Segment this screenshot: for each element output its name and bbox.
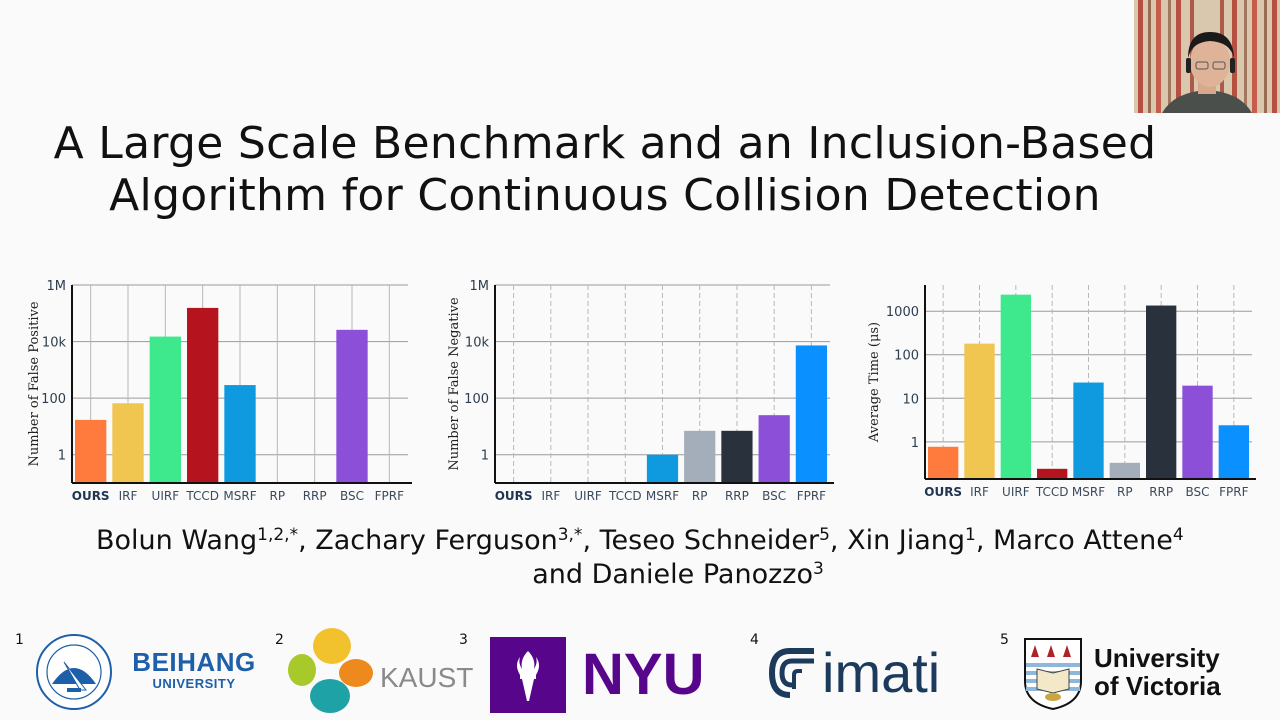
x-tick-label: RP [270, 489, 286, 503]
y-tick-label: 1000 [886, 305, 919, 320]
bar-tccd [187, 307, 219, 483]
x-tick-label: FPRF [1219, 485, 1248, 499]
author: Teseo Schneider5, [599, 525, 848, 556]
bar-irf [112, 403, 144, 483]
kaust-logo-text: KAUST [380, 662, 474, 693]
x-tick-label: RRP [303, 489, 327, 503]
bar-ours [928, 446, 959, 479]
nyu-logo-text: NYU [582, 642, 705, 707]
imati-arc-icon [768, 645, 818, 701]
bar-rp [684, 430, 716, 483]
x-tick-label: RP [692, 489, 708, 503]
bar-msrf [1073, 382, 1104, 479]
x-tick-label: OURS [72, 489, 110, 503]
author-line-2: and Daniele Panozzo3 [532, 559, 824, 590]
x-tick-label: UIRF [574, 489, 602, 503]
false-negative-bar-chart: 1 100 10k 1M OURS IRF UIRF TCCD MSRF RP RRP BSC FPRF… [447, 279, 834, 503]
false-positive-bar-chart: 1 100 10k 1M OURS IRF UIRF TCCD MSRF RP RRP BSC FPRF… [27, 279, 412, 503]
author-line-1: Bolun Wang1,2,*, Zachary Ferguson3,*, Te… [96, 524, 1184, 558]
bar-msrf [646, 454, 679, 483]
x-tick-label: RRP [725, 489, 749, 503]
x-tick-label: FPRF [375, 489, 404, 503]
uvic-logo-text: University of Victoria [1094, 643, 1221, 701]
chart-false-negative: 1 100 10k 1M OURS IRF UIRF TCCD MSRF RP RRP BSC FPRF… [440, 270, 860, 510]
y-tick-label: 100 [894, 349, 919, 364]
kaust-emblem-icon [282, 626, 378, 716]
y-tick-label: 10 [902, 392, 919, 407]
x-tick-label: TCCD [608, 489, 642, 503]
y-tick-label: 100 [464, 392, 489, 407]
uvic-crest-icon [1023, 637, 1083, 711]
y-tick-label: 1 [58, 449, 66, 464]
x-tick-label: BSC [340, 489, 364, 503]
x-tick-label: TCCD [185, 489, 219, 503]
y-tick-label: 10k [465, 336, 490, 351]
x-tick-label: IRF [541, 489, 560, 503]
x-tick-label: BSC [762, 489, 786, 503]
y-axis-label: Number of False Negative [447, 297, 462, 471]
x-tick-label: RRP [1149, 485, 1173, 499]
x-tick-label: MSRF [223, 489, 256, 503]
beihang-seal-icon [34, 632, 114, 712]
x-tick-label: IRF [119, 489, 138, 503]
bar-rrp [721, 430, 753, 483]
beihang-logo: BEIHANG UNIVERSITY [132, 647, 256, 691]
author: Bolun Wang1,2,*, [96, 525, 316, 556]
y-tick-label: 1M [470, 279, 490, 294]
average-time-bar-chart: 1 10 100 1000 OURS IRF UIRF TCCD MSRF RP RRP BSC FPR… [867, 285, 1256, 499]
x-tick-label: BSC [1185, 485, 1209, 499]
y-tick-label: 1 [481, 449, 489, 464]
y-axis-label: Average Time (μs) [867, 322, 882, 443]
affiliation-number: 2 [275, 632, 284, 648]
chart-false-positive: 1 100 10k 1M OURS IRF UIRF TCCD MSRF RP RRP BSC FPRF… [20, 270, 440, 510]
y-tick-label: 1 [911, 436, 919, 451]
author: Zachary Ferguson3,*, [315, 525, 600, 556]
y-tick-label: 100 [41, 392, 66, 407]
imati-logo-text: imati [822, 641, 941, 704]
x-tick-label: RP [1117, 485, 1133, 499]
x-tick-label: TCCD [1035, 485, 1069, 499]
x-tick-label: UIRF [1002, 485, 1030, 499]
x-tick-label: OURS [924, 485, 962, 499]
bar-bsc [758, 415, 790, 483]
y-axis-label: Number of False Positive [27, 301, 42, 466]
bar-fprf [1218, 425, 1249, 479]
x-tick-label: FPRF [797, 489, 826, 503]
slide-title: A Large Scale Benchmark and an Inclusion… [0, 118, 1210, 222]
affiliation-number: 1 [15, 632, 24, 648]
title-line-1: A Large Scale Benchmark and an Inclusion… [53, 118, 1157, 169]
bar-uirf [149, 336, 181, 483]
x-tick-label: MSRF [1072, 485, 1105, 499]
author: Daniele Panozzo [591, 559, 813, 590]
bar-bsc [1182, 385, 1213, 479]
author: Xin Jiang1, [847, 525, 994, 556]
bar-rp [1109, 462, 1140, 479]
presenter-video-icon [1134, 0, 1280, 113]
bar-tccd [1037, 468, 1068, 479]
bar-bsc [336, 329, 368, 483]
author: Marco Attene4 [993, 525, 1184, 556]
bar-ours [75, 419, 107, 483]
bar-irf [964, 343, 995, 479]
bar-uirf [1000, 294, 1031, 479]
x-tick-label: MSRF [646, 489, 679, 503]
affiliation-number: 3 [459, 632, 468, 648]
x-tick-label: UIRF [152, 489, 180, 503]
y-tick-label: 10k [42, 336, 67, 351]
x-tick-label: OURS [495, 489, 533, 503]
affiliation-number: 4 [750, 632, 759, 648]
affiliation-number: 5 [1000, 632, 1009, 648]
title-line-2: Algorithm for Continuous Collision Detec… [109, 170, 1101, 221]
nyu-torch-icon [490, 637, 566, 713]
chart-average-time: 1 10 100 1000 OURS IRF UIRF TCCD MSRF RP RRP BSC FPR… [860, 270, 1280, 510]
y-tick-label: 1M [47, 279, 67, 294]
x-tick-label: IRF [970, 485, 989, 499]
bar-rrp [1146, 305, 1177, 479]
bar-fprf [795, 345, 827, 483]
presenter-webcam [1134, 0, 1280, 113]
bar-msrf [224, 385, 256, 483]
